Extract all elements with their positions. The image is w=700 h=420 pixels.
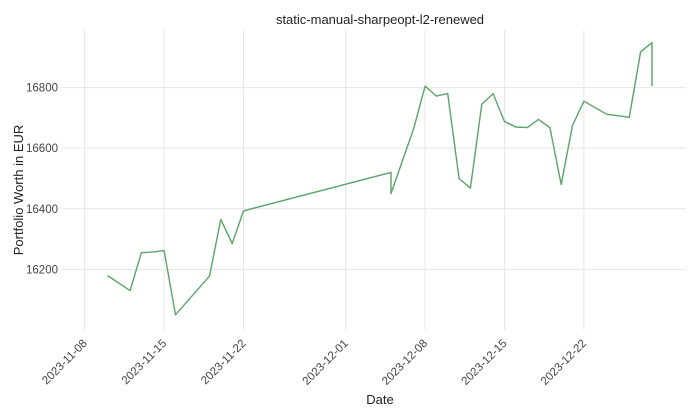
series-line [107, 42, 653, 316]
x-tick-label: 2023-12-08 [380, 338, 430, 388]
x-tick-label: 2023-11-22 [199, 338, 248, 387]
y-axis-ticks: 16200 16400 16600 16800 [26, 83, 58, 277]
x-axis-label: Date [366, 392, 393, 407]
x-tick-label: 2023-11-08 [40, 338, 89, 387]
y-axis-label: Portfolio Worth in EUR [11, 125, 26, 256]
y-tick-label: 16800 [26, 83, 58, 95]
series-layer [107, 42, 653, 316]
x-tick-label: 2023-12-01 [301, 338, 351, 388]
y-tick-label: 16200 [26, 264, 58, 276]
x-tick-label: 2023-11-15 [120, 338, 169, 387]
grid [62, 30, 686, 330]
x-axis-ticks: 2023-11-08 2023-11-15 2023-11-22 2023-12-01… [40, 338, 589, 388]
y-tick-label: 16600 [26, 143, 58, 155]
y-tick-label: 16400 [26, 204, 58, 216]
x-tick-label: 2023-12-15 [460, 338, 510, 388]
chart-title: static-manual-sharpeopt-l2-renewed [276, 12, 484, 27]
x-tick-label: 2023-12-22 [539, 338, 589, 388]
